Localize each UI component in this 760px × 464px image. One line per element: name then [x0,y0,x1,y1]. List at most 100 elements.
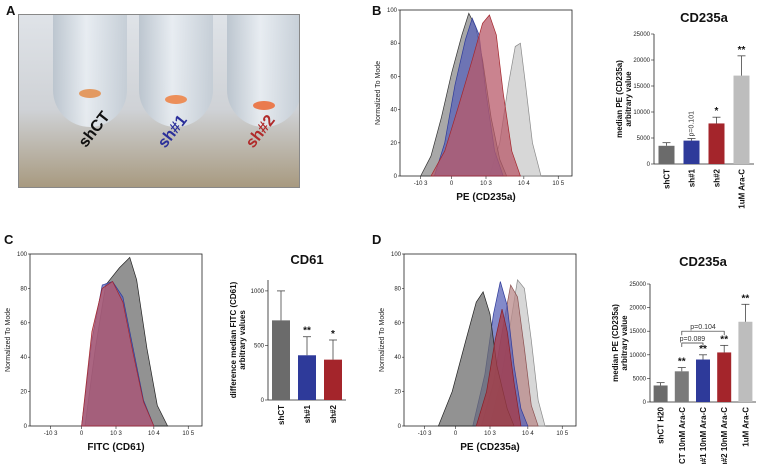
y-tick-label: 80 [390,41,397,47]
y-tick-label: 0 [24,424,28,430]
y-tick-label: 20 [390,141,397,147]
y-tick-label: 60 [390,74,397,80]
x-tick-label: 10 3 [480,181,492,187]
y-tick-label: 0 [643,400,647,406]
category-label: sh#2 10nM Ara-C [720,407,729,464]
bar-chart-d: CD235a 0 5000 10000 15000 20000 25000 median PE… [611,254,756,464]
bar [696,359,710,402]
significance-label: ** [678,357,686,368]
y-axis-label: Normalized To Mode [379,308,386,372]
category-label: 1uM Ara-C [738,169,747,209]
y-tick-label: 5000 [633,376,647,382]
y-axis-label: arbitrary value [624,71,633,127]
y-axis-label: median PE (CD235a) [611,304,620,382]
y-tick-label: 80 [394,286,401,292]
tube-photo: shCT sh#1 sh#2 [18,14,300,188]
tube-sh2 [227,15,299,127]
bracket-label: p=0.104 [690,324,716,331]
y-tick-label: 25000 [629,282,646,288]
y-tick-label: 20 [20,390,27,396]
panel-letter-c: C [4,232,14,247]
x-tick-label: 10 5 [556,431,568,437]
panel-letter-b: B [372,3,382,18]
bar [653,385,668,402]
significance-label: ** [303,326,311,337]
y-tick-label: 40 [20,355,27,361]
x-tick-label: 10 4 [518,181,530,187]
x-tick-label: 10 4 [148,431,160,437]
category-label: sh#1 10nM Ara-C [699,407,708,464]
y-axis-label: arbitrary values [238,310,247,370]
x-tick-label: 10 3 [110,431,122,437]
histogram-c: 100 80 60 40 20 0 -10 3 0 10 3 10 4 10 5 Normalized… [5,252,203,453]
x-axis-label: PE (CD235a) [456,192,515,203]
significance-label: ** [699,344,707,355]
y-tick-label: 0 [261,398,265,404]
y-tick-label: 20 [394,390,401,396]
bar [658,145,675,164]
chart-title: CD235a [679,254,727,269]
x-tick-label: -10 3 [44,431,58,437]
x-tick-label: -10 3 [418,431,432,437]
bar-chart-c: CD61 0 500 1000 difference median FITC (CD61… [229,252,346,425]
y-tick-label: 10000 [629,353,646,359]
bar [298,355,316,400]
y-tick-label: 0 [398,424,402,430]
chart-title: CD61 [290,252,323,267]
x-axis-label: PE (CD235a) [460,442,519,453]
bar [708,123,725,164]
significance-label: * [715,106,719,117]
bar [683,140,700,164]
significance-label: ** [738,45,746,56]
y-tick-label: 60 [20,321,27,327]
pellet-shct [79,89,101,98]
y-tick-label: 10000 [633,110,650,116]
y-tick-label: 60 [394,321,401,327]
y-axis-label: median PE (CD235a) [615,60,624,138]
y-tick-label: 25000 [633,32,650,38]
tube-sh1 [139,15,213,127]
y-tick-label: 1000 [251,289,265,295]
category-label: sh#2 [329,404,338,423]
category-label: sh#2 [713,168,722,187]
significance-label: * [331,329,335,340]
y-tick-label: 20000 [629,306,646,312]
y-tick-label: 5000 [637,136,651,142]
bar [324,359,342,400]
category-label: shCT [663,169,672,189]
y-tick-label: 40 [394,355,401,361]
y-tick-label: 20000 [633,58,650,64]
category-label: shCT H20 [657,406,666,443]
x-tick-label: 10 5 [552,181,564,187]
tube-shct [53,15,127,127]
y-tick-label: 0 [394,174,398,180]
x-axis-label: FITC (CD61) [87,442,144,453]
category-label: sh#1 [303,404,312,423]
category-label: 1uM Ara-C [741,407,750,447]
y-tick-label: 15000 [633,84,650,90]
histogram-curve [475,308,522,427]
histogram-d: 100 80 60 40 20 0 -10 3 0 10 3 10 4 10 5 Normalized… [379,252,577,453]
histogram-curve [81,281,155,427]
x-tick-label: 10 5 [182,431,194,437]
y-tick-label: 100 [387,8,398,14]
y-axis-label: arbitrary value [620,315,629,371]
bracket-label: p=0.089 [680,336,706,343]
x-tick-label: 10 3 [484,431,496,437]
x-tick-label: 0 [450,181,454,187]
significance-label: p=0.101 [689,111,696,137]
chart-title: CD235a [680,10,728,25]
histogram-curve [430,14,521,177]
bar [738,321,753,402]
panel-letter-a: A [6,3,16,18]
bar [717,352,732,402]
y-axis-label: Normalized To Mode [375,61,382,125]
bar [674,371,689,402]
y-tick-label: 80 [20,286,27,292]
y-axis-label: difference median FITC (CD61) [229,281,238,398]
y-tick-label: 0 [647,162,651,168]
x-tick-label: 10 4 [522,431,534,437]
panel-letter-d: D [372,232,382,247]
y-tick-label: 40 [390,108,397,114]
histogram-b: 100 80 60 40 20 0 -10 3 0 10 3 10 4 10 5 Normalized… [375,8,573,203]
